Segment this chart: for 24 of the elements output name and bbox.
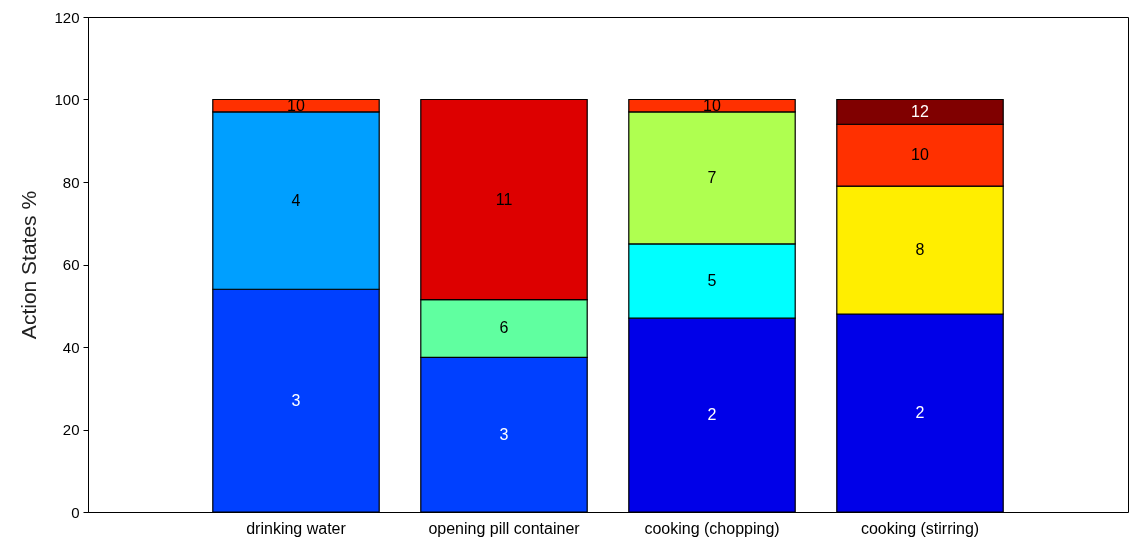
text: 3 <box>291 391 301 409</box>
series-label: 7 <box>707 168 717 186</box>
series-label: 5 <box>707 272 717 289</box>
series-label: 12 <box>911 102 929 120</box>
series-label: 11 <box>495 190 513 208</box>
y-axis-title: Action States % <box>17 190 41 340</box>
y-tick-label: 80 <box>62 173 80 191</box>
y-tick-label: 120 <box>54 8 80 26</box>
series-label: 2 <box>707 406 717 424</box>
x-tick-label: opening pill container <box>428 519 581 537</box>
y-tick-label: 0 <box>71 503 80 521</box>
text: 2 <box>915 404 925 421</box>
y-tick-label: 60 <box>62 256 80 273</box>
x-tick-label: cooking (chopping) <box>644 519 780 537</box>
text: 10 <box>911 146 929 164</box>
x-tick-label: cooking (stirring) <box>860 519 980 537</box>
x-tick-label: drinking water <box>246 519 347 537</box>
series-label: 6 <box>499 319 509 337</box>
series-label: 8 <box>915 241 925 259</box>
y-tick-label: 40 <box>62 338 80 356</box>
y-tick-label: 100 <box>54 91 80 108</box>
series-label: 3 <box>499 425 509 443</box>
y-tick-label: 20 <box>62 421 80 438</box>
series-label: 4 <box>291 191 301 209</box>
